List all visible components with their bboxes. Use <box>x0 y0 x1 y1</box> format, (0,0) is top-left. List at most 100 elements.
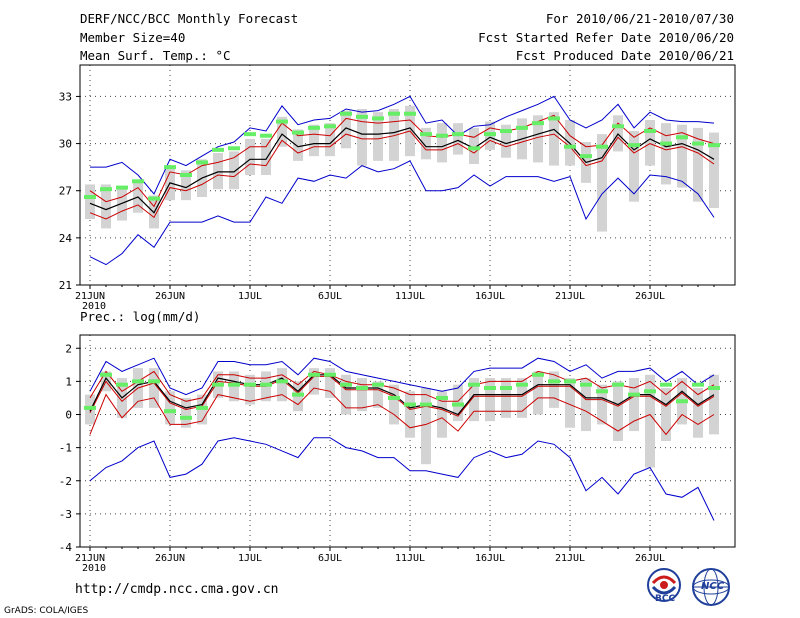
panel2-spread-box <box>469 378 479 422</box>
panel1-ensemble-marker <box>228 146 240 151</box>
panel1-ensemble-marker <box>420 132 432 137</box>
panel1-series-max-line <box>90 95 715 195</box>
panel2-ensemble-marker <box>324 372 336 377</box>
panel2-spread-box <box>373 381 383 408</box>
ncc-logo: NCC <box>688 567 734 607</box>
panel1-spread-box <box>709 132 719 208</box>
panel1-ensemble-marker <box>548 116 560 121</box>
panel1-ensemble-marker <box>404 111 416 116</box>
panel2-ensemble-marker <box>100 372 112 377</box>
panel2-ensemble-marker <box>596 389 608 394</box>
panel1-spread-box <box>213 153 223 190</box>
panel1-ensemble-marker <box>180 173 192 177</box>
panel2-xtick-label: 1JUL <box>238 553 262 564</box>
panel1-ensemble-marker <box>292 130 304 135</box>
panel1-spread-box <box>533 115 543 163</box>
panel2-spread-box <box>485 378 495 422</box>
panel1-ensemble-marker <box>708 143 720 148</box>
panel2-ensemble-marker <box>132 379 144 384</box>
panel2-ensemble-marker <box>84 405 96 410</box>
panel1-ensemble-marker <box>372 116 384 121</box>
panel2-spread-box <box>597 384 607 425</box>
panel2-ensemble-marker <box>452 402 464 407</box>
panel1-ensemble-marker <box>532 121 544 126</box>
panel1-xtick-label: 21JUN <box>75 291 105 302</box>
panel2-ensemble-marker <box>196 405 208 410</box>
panel2-xtick-label: 26JUN <box>155 553 185 564</box>
panel1-frame <box>79 64 736 286</box>
panel1-ensemble-marker <box>644 129 656 133</box>
panel2-spread-box <box>421 388 431 465</box>
panel2-ensemble-marker <box>260 382 272 387</box>
panel1-ensemble-marker <box>212 147 224 152</box>
panel1-spread-box <box>437 123 447 163</box>
panel2-ensemble-marker <box>644 389 656 394</box>
panel2-ensemble-marker <box>436 395 448 400</box>
panel2-spread-box <box>165 391 175 425</box>
panel1-ensemble-marker <box>452 132 464 137</box>
panel1-ensemble-marker <box>692 141 704 146</box>
panel2-ensemble-marker <box>388 395 400 400</box>
panel2-ensemble-marker <box>308 372 320 377</box>
panel1-series-upper-line <box>89 114 715 208</box>
panel2-ensemble-marker <box>532 372 544 377</box>
panel2-ytick-label: -4 <box>59 541 73 554</box>
panel2-ensemble-marker <box>180 415 192 420</box>
panel2-ensemble-marker <box>500 386 512 390</box>
panel2-ytick-label: -3 <box>59 508 72 521</box>
panel1-ytick-label: 30 <box>59 138 72 151</box>
panel2-spread-box <box>181 397 191 428</box>
panel1-ensemble-marker <box>196 160 208 165</box>
panel1-xsub-label: 2010 <box>82 301 106 312</box>
panel2-spread-box <box>325 368 335 398</box>
panel2-xtick-label: 21JUN <box>75 553 105 564</box>
panel1-spread-box <box>309 124 319 157</box>
panel1-ensemble-marker <box>116 185 128 190</box>
panel2-spread-box <box>341 374 351 415</box>
panel2-ensemble-marker <box>580 382 592 387</box>
footer-url[interactable]: http://cmdp.ncc.cma.gov.cn <box>75 582 279 597</box>
panel2-spread-box <box>501 378 511 418</box>
panel1-ensemble-marker <box>468 146 480 151</box>
panel1-ensemble-marker <box>436 133 448 138</box>
panel1-xtick-label: 1JUL <box>238 291 262 302</box>
panel2-ensemble-marker <box>564 379 576 384</box>
title-left-1: DERF/NCC/BCC Monthly Forecast <box>80 11 299 26</box>
panel2-ensemble-marker <box>340 382 352 387</box>
panel2-spread-box <box>629 378 639 432</box>
panel2-spread-box <box>277 368 287 402</box>
panel1-spread-box <box>645 120 655 166</box>
panel2-ensemble-marker <box>148 379 160 384</box>
panel2-spread-box <box>533 371 543 415</box>
panel1-spread-box <box>421 127 431 160</box>
panel2-ensemble-marker <box>164 409 176 414</box>
panel1-spread-box <box>389 109 399 161</box>
panel1-spread-box <box>501 124 511 158</box>
panel1-spread-box <box>341 110 351 149</box>
panel2-ensemble-marker <box>356 386 368 390</box>
panel2-ytick-label: -1 <box>59 442 72 455</box>
panel1-spread-box <box>277 116 287 147</box>
panel2-ensemble-marker <box>548 379 560 384</box>
panel1-spread-box <box>693 127 703 202</box>
panel1-ensemble-marker <box>660 141 672 146</box>
panel2-ytick-label: 2 <box>65 342 72 355</box>
panel1-spread-box <box>133 179 143 213</box>
panel2-series-max-line <box>89 357 715 396</box>
panel2-spread-box <box>661 388 671 441</box>
panel1-xtick-label: 6JUL <box>318 291 342 302</box>
panel1-spread-box <box>373 112 383 161</box>
panel1-spread-box <box>549 112 559 166</box>
panel2-xtick-label: 21JUL <box>555 553 585 564</box>
panel2-ensemble-marker <box>212 382 224 387</box>
panel1-xtick-label: 11JUL <box>395 291 425 302</box>
panel1-xtick-label: 26JUN <box>155 291 185 302</box>
bcc-logo: BCC <box>643 567 685 607</box>
panel2-ensemble-marker <box>612 382 624 387</box>
panel1-ensemble-marker <box>500 129 512 133</box>
panel2-ensemble-marker <box>692 382 704 387</box>
panel2-ensemble-marker <box>228 382 240 387</box>
panel2-spread-box <box>709 374 719 435</box>
panel1-xtick-label: 16JUL <box>475 291 505 302</box>
